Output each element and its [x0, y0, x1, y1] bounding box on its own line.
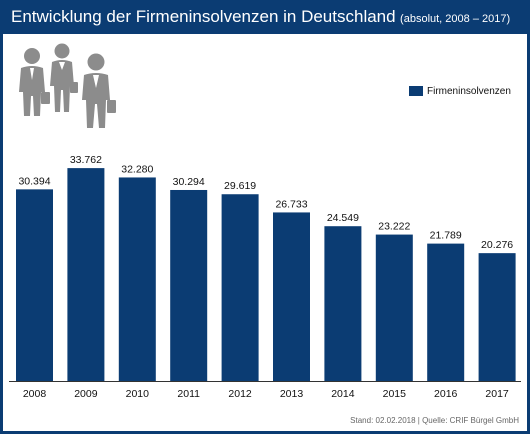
bar-2008	[16, 189, 53, 381]
bar-2015	[375, 234, 413, 381]
businesswoman-icon	[50, 43, 78, 112]
x-tick-label-2015: 2015	[383, 388, 407, 400]
x-tick-label-2011: 2011	[177, 388, 200, 400]
value-label-2017: 20.276	[481, 239, 513, 251]
value-label-2014: 24.549	[327, 212, 359, 224]
x-tick-label-2009: 2009	[74, 388, 98, 400]
value-label-2008: 30.394	[18, 175, 50, 187]
legend-label: Firmeninsolvenzen	[427, 85, 511, 97]
source-note: Stand: 02.02.2018 | Quelle: CRIF Bürgel …	[350, 416, 519, 425]
value-label-2011: 30.294	[173, 176, 205, 188]
bar-2011	[170, 189, 208, 381]
legend-swatch	[409, 86, 423, 96]
bar-2016	[427, 243, 465, 381]
x-tick-label-2008: 2008	[23, 388, 47, 400]
value-label-2015: 23.222	[378, 221, 410, 233]
bar-2009	[67, 168, 105, 381]
chart-panel: Firmeninsolvenzen 30.394 2008 33.762 2009 32…	[3, 34, 527, 431]
bar-2012	[221, 194, 259, 381]
x-tick-label-2016: 2016	[434, 388, 458, 400]
chart-title: Entwicklung der Firmeninsolvenzen in Deu…	[11, 7, 396, 26]
bar-2013	[273, 212, 310, 381]
value-label-2016: 21.789	[430, 230, 462, 242]
value-label-2009: 33.762	[70, 154, 102, 166]
x-tick-label-2014: 2014	[331, 388, 355, 400]
value-label-2012: 29.619	[224, 180, 256, 192]
bar-2017	[478, 253, 516, 381]
x-tick-label-2012: 2012	[228, 388, 252, 400]
bar-2010	[118, 177, 156, 381]
chart-subtitle: (absolut, 2008 – 2017)	[400, 13, 511, 25]
businessman-icon	[82, 53, 116, 128]
bar-chart: 30.394 2008 33.762 2009 32.280 2010 30.294 2011…	[9, 154, 521, 400]
value-label-2010: 32.280	[121, 163, 153, 175]
businessman-icon	[19, 48, 50, 116]
chart-header: Entwicklung der Firmeninsolvenzen in Deu…	[3, 0, 527, 34]
value-label-2013: 26.733	[275, 198, 307, 210]
x-tick-label-2013: 2013	[280, 388, 304, 400]
bar-2014	[324, 226, 362, 381]
x-tick-label-2017: 2017	[485, 388, 509, 400]
legend: Firmeninsolvenzen	[409, 84, 511, 98]
x-tick-label-2010: 2010	[126, 388, 150, 400]
